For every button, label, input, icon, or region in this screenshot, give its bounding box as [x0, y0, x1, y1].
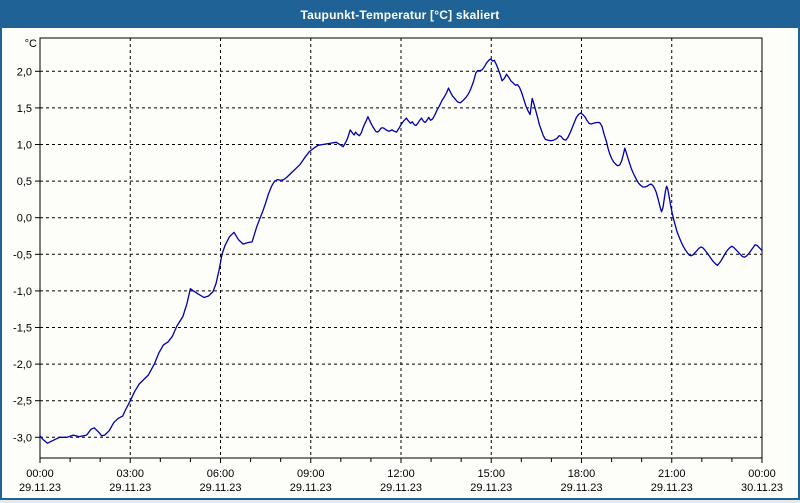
x-tick-date-label: 30.11.23: [741, 482, 783, 494]
y-tick-label: 1,0: [17, 140, 32, 152]
x-tick-date-label: 29.11.23: [651, 482, 693, 494]
chart-area: 2,0 1,5 1,0 0,5 0,0 -0,5 -1,0 -1,5 -2,0 -2,5 -3,0 0…: [2, 28, 798, 498]
y-tick-label: -2,0: [13, 359, 32, 371]
x-tick-time-label: 12:00: [387, 468, 415, 480]
y-tick-label: -1,5: [13, 323, 32, 335]
y-tick-label: -3,0: [13, 432, 32, 444]
x-tick-time-label: 03:00: [116, 468, 144, 480]
y-tick-label: -1,0: [13, 286, 32, 298]
x-tick-time-label: 00:00: [748, 468, 776, 480]
y-tick-label: 0,0: [17, 213, 32, 225]
y-tick-label: 1,5: [17, 103, 32, 115]
x-tick-date-label: 29.11.23: [109, 482, 151, 494]
x-tick-date-label: 29.11.23: [19, 482, 61, 494]
y-tick-label: -2,5: [13, 396, 32, 408]
window-titlebar: Taupunkt-Temperatur [°C] skaliert: [2, 2, 798, 28]
y-axis-unit-label: °C: [25, 38, 37, 50]
x-tick-date-label: 29.11.23: [470, 482, 512, 494]
y-tick-label: -0,5: [13, 249, 32, 261]
x-tick-time-label: 09:00: [297, 468, 325, 480]
y-tick-label: 0,5: [17, 176, 32, 188]
x-tick-time-label: 21:00: [658, 468, 686, 480]
y-tick-label: 2,0: [17, 66, 32, 78]
x-tick-date-label: 29.11.23: [560, 482, 602, 494]
plot-border: [39, 37, 763, 459]
x-tick-time-label: 00:00: [26, 468, 54, 480]
x-tick-date-label: 29.11.23: [380, 482, 422, 494]
temperature-line: [39, 58, 763, 444]
x-tick-time-label: 15:00: [477, 468, 505, 480]
dewpoint-line-chart: 2,0 1,5 1,0 0,5 0,0 -0,5 -1,0 -1,5 -2,0 -2,5 -3,0 0…: [13, 37, 783, 494]
x-tick-time-label: 06:00: [207, 468, 235, 480]
x-tick-date-label: 29.11.23: [199, 482, 241, 494]
window-title: Taupunkt-Temperatur [°C] skaliert: [300, 8, 500, 22]
x-tick-time-label: 18:00: [568, 468, 596, 480]
x-tick-date-label: 29.11.23: [290, 482, 332, 494]
